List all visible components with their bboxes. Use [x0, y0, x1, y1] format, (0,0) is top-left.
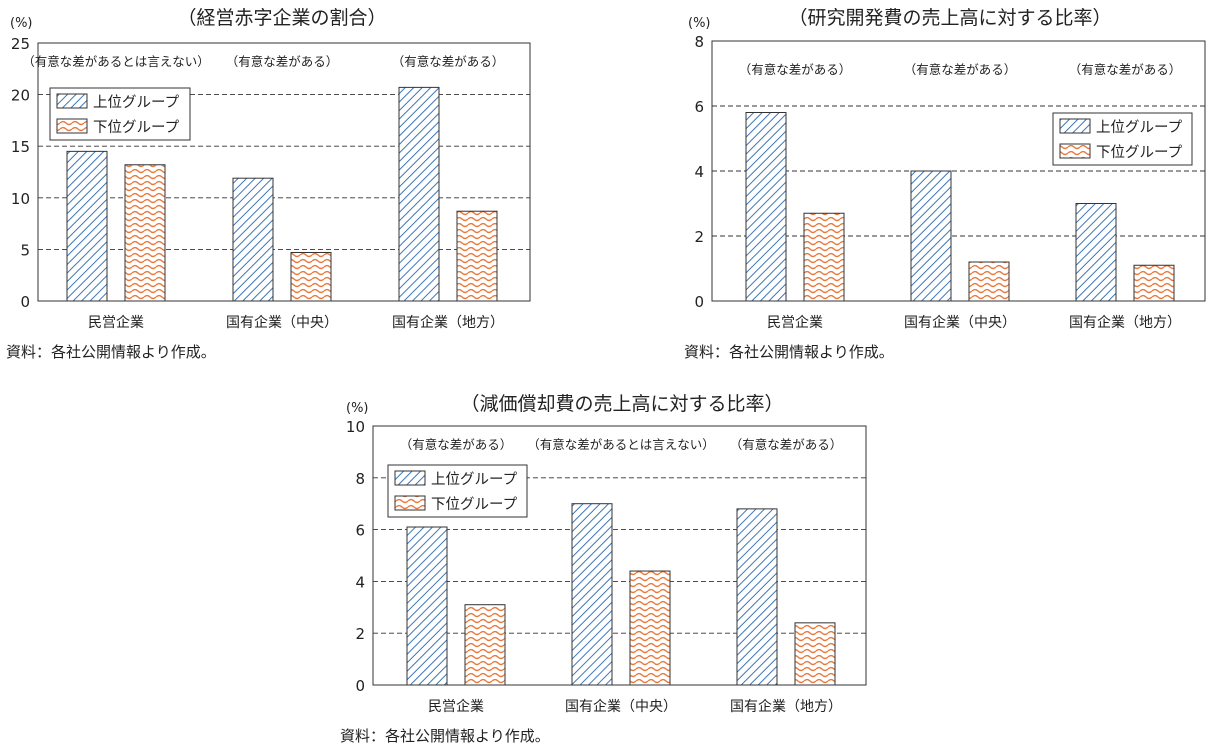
- plot-frame: [37, 42, 531, 302]
- bar-upper-group: [736, 508, 778, 686]
- chart-title: （経営赤字企業の割合）: [177, 7, 386, 29]
- legend-swatch-lower: [1059, 143, 1091, 159]
- y-unit-label: (%): [688, 16, 711, 31]
- legend-swatch-lower: [56, 118, 88, 134]
- y-tick-label: 4: [694, 163, 704, 181]
- chart-title: （減価償却費の売上高に対する比率）: [460, 393, 783, 415]
- chart-depreciation-ratio: （減価償却費の売上高に対する比率） (%) 0 2 4 6 8 10 （有意な差がある） 民営…: [340, 393, 867, 745]
- significance-annotation: （有意な差があるとは言えない）: [527, 437, 715, 452]
- legend-swatch-upper: [394, 470, 426, 486]
- x-category-label: 国有企業（中央）: [226, 314, 338, 331]
- y-tick-label: 15: [11, 138, 30, 156]
- x-category-label: 国有企業（地方）: [1069, 314, 1181, 331]
- y-tick-label: 6: [355, 522, 365, 540]
- y-unit-label: (%): [10, 16, 33, 31]
- significance-annotation: （有意な差があるとは言えない）: [22, 54, 210, 69]
- significance-annotation: （有意な差がある）: [392, 54, 505, 69]
- legend-swatch-upper: [1059, 118, 1091, 134]
- bar-upper-group: [910, 170, 952, 302]
- x-category-label: 民営企業: [88, 314, 144, 331]
- y-tick-label: 4: [355, 573, 365, 591]
- chart-rd-ratio: （研究開発費の売上高に対する比率） (%) 0 2 4 6 8 （有意な差がある） 民営企業…: [684, 7, 1206, 361]
- bar-lower-group: [464, 604, 506, 686]
- source-note: 資料：各社公開情報より作成。: [684, 343, 894, 361]
- legend-label: 下位グループ: [1096, 144, 1183, 161]
- significance-annotation: （有意な差がある）: [400, 437, 513, 452]
- significance-annotation: （有意な差がある）: [904, 62, 1017, 77]
- bar-upper-group: [745, 112, 787, 302]
- plot-frame: [372, 425, 867, 686]
- legend-label: 上位グループ: [431, 471, 518, 488]
- bar-lower-group: [629, 570, 671, 686]
- y-tick-label: 25: [11, 35, 30, 53]
- x-category-label: 国有企業（中央）: [565, 698, 677, 715]
- chart-title: （研究開発費の売上高に対する比率）: [788, 7, 1111, 29]
- plot-frame: [711, 40, 1206, 302]
- significance-annotation: （有意な差がある）: [1069, 62, 1182, 77]
- bar-lower-group: [124, 164, 166, 302]
- bar-upper-group: [232, 177, 274, 302]
- y-tick-label: 10: [346, 418, 365, 436]
- chart-deficit-ratio: （経営赤字企業の割合） (%) 0 5 10 15 20 25（有意な差があるとは言えない…: [6, 7, 531, 361]
- legend-label: 下位グループ: [93, 119, 180, 136]
- significance-annotation: （有意な差がある）: [730, 437, 843, 452]
- bar-lower-group: [456, 210, 498, 302]
- y-tick-label: 0: [355, 677, 365, 695]
- legend-swatch-upper: [56, 93, 88, 109]
- bar-lower-group: [968, 261, 1010, 302]
- bar-lower-group: [803, 212, 845, 302]
- y-tick-label: 8: [355, 470, 365, 488]
- x-category-label: 民営企業: [767, 314, 823, 331]
- legend-swatch-lower: [394, 495, 426, 511]
- source-note: 資料：各社公開情報より作成。: [6, 343, 216, 361]
- y-tick-label: 0: [20, 293, 30, 311]
- legend-label: 上位グループ: [93, 94, 180, 111]
- y-unit-label: (%): [346, 401, 369, 416]
- significance-annotation: （有意な差がある）: [739, 62, 852, 77]
- y-tick-label: 0: [694, 293, 704, 311]
- y-tick-label: 2: [694, 228, 704, 246]
- significance-annotation: （有意な差がある）: [226, 54, 339, 69]
- bar-upper-group: [406, 526, 448, 686]
- x-category-label: 民営企業: [428, 698, 484, 715]
- y-tick-label: 20: [11, 87, 30, 105]
- legend-label: 上位グループ: [1096, 119, 1183, 136]
- x-category-label: 国有企業（地方）: [392, 314, 504, 331]
- bar-upper-group: [66, 150, 108, 302]
- y-tick-label: 6: [694, 98, 704, 116]
- bar-lower-group: [1133, 264, 1175, 302]
- bar-upper-group: [1075, 203, 1117, 302]
- bar-lower-group: [794, 622, 836, 686]
- legend-label: 下位グループ: [431, 496, 518, 513]
- bar-upper-group: [571, 503, 613, 686]
- y-tick-label: 8: [694, 33, 704, 51]
- bar-lower-group: [290, 251, 332, 302]
- y-tick-label: 5: [20, 241, 30, 259]
- source-note: 資料：各社公開情報より作成。: [340, 727, 550, 745]
- bar-upper-group: [398, 86, 440, 302]
- x-category-label: 国有企業（地方）: [730, 698, 842, 715]
- y-tick-label: 2: [355, 625, 365, 643]
- x-category-label: 国有企業（中央）: [904, 314, 1016, 331]
- y-tick-label: 10: [11, 190, 30, 208]
